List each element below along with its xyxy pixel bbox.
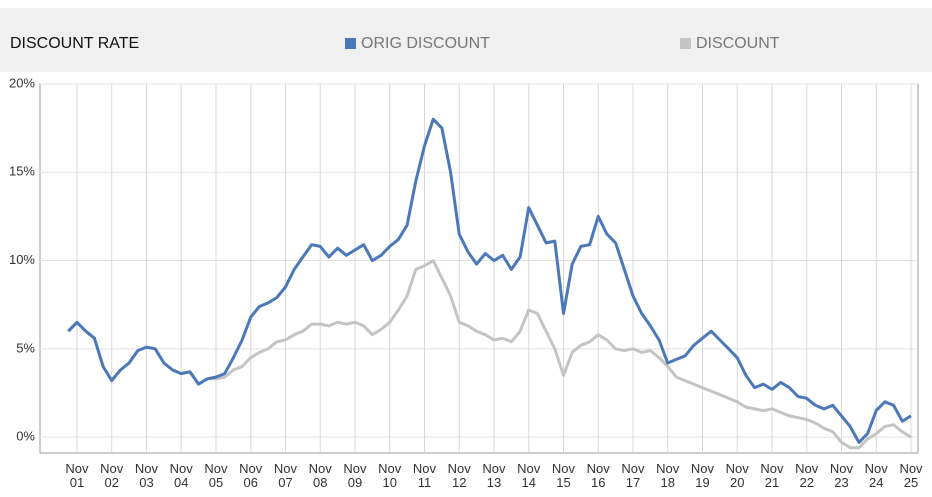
x-tick-label: Nov 07 — [273, 461, 298, 490]
series-line — [67, 117, 912, 444]
x-tick-label: Nov 15 — [551, 461, 576, 490]
legend-label: ORIG DISCOUNT — [361, 35, 490, 52]
legend-label: DISCOUNT — [696, 35, 780, 52]
x-tick-label: Nov 23 — [829, 461, 854, 490]
y-tick-label: 5% — [16, 340, 35, 355]
x-tick-label: Nov 20 — [725, 461, 749, 490]
x-tick-label: Nov 04 — [169, 461, 193, 490]
x-tick-label: Nov 17 — [621, 461, 645, 490]
header-band — [0, 8, 932, 72]
x-tick-label: Nov 01 — [65, 461, 89, 490]
x-tick-label: Nov 02 — [100, 461, 124, 490]
y-tick-label: 20% — [9, 75, 35, 90]
plot-area — [39, 83, 919, 454]
x-tick-label: Nov 10 — [378, 461, 402, 490]
x-tick-label: Nov 05 — [204, 461, 228, 490]
x-tick-label: Nov 03 — [134, 461, 159, 490]
x-tick-label: Nov 12 — [447, 461, 471, 490]
chart-title: DISCOUNT RATE — [10, 35, 139, 52]
x-tick-label: Nov 11 — [412, 461, 437, 490]
x-tick-label: Nov 18 — [656, 461, 680, 490]
x-tick-label: Nov 24 — [864, 461, 888, 490]
legend-swatch — [345, 38, 356, 49]
legend-swatch — [680, 38, 691, 49]
x-tick-label: Nov 13 — [482, 461, 506, 490]
x-tick-label: Nov 25 — [899, 461, 923, 490]
y-tick-label: 0% — [16, 429, 35, 444]
y-tick-label: 10% — [9, 252, 35, 267]
x-tick-label: Nov 14 — [517, 461, 541, 490]
x-tick-label: Nov 16 — [586, 461, 610, 490]
x-tick-label: Nov 22 — [795, 461, 819, 490]
x-tick-label: Nov 09 — [343, 461, 367, 490]
x-tick-label: Nov 19 — [690, 461, 715, 490]
y-tick-label: 15% — [9, 164, 35, 179]
x-tick-label: Nov 21 — [760, 461, 784, 490]
x-tick-label: Nov 08 — [308, 461, 332, 490]
x-tick-label: Nov 06 — [239, 461, 263, 490]
